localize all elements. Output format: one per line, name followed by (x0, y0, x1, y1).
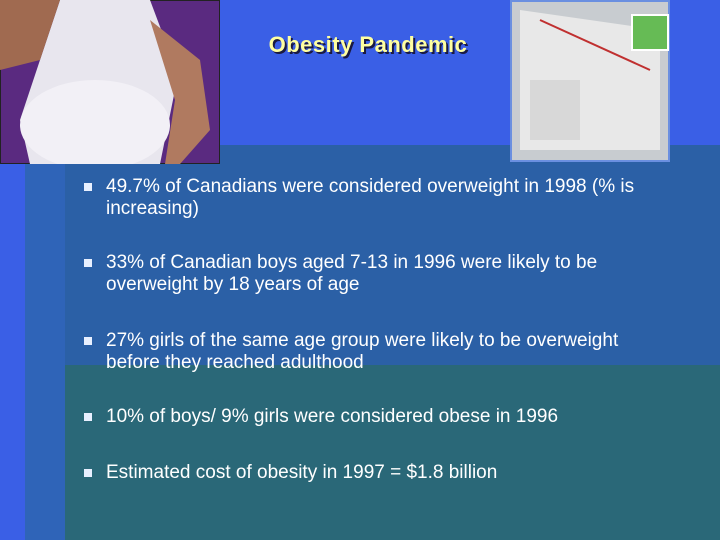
bullet-marker (84, 337, 92, 345)
slide-title: Obesity Pandemic (268, 32, 468, 57)
bullet-marker (84, 183, 92, 191)
bullet-item: Estimated cost of obesity in 1997 = $1.8… (84, 462, 684, 484)
bullet-text: Estimated cost of obesity in 1997 = $1.8… (106, 462, 498, 483)
bullet-item: 27% girls of the same age group were lik… (84, 330, 684, 374)
bullet-text: 33% of Canadian boys aged 7-13 in 1996 w… (106, 252, 598, 295)
photo-person (0, 0, 220, 164)
bullet-item: 49.7% of Canadians were considered overw… (84, 176, 684, 220)
bullet-text: 10% of boys/ 9% girls were considered ob… (106, 406, 559, 427)
photo-scale (510, 0, 670, 162)
bullet-item: 33% of Canadian boys aged 7-13 in 1996 w… (84, 252, 684, 296)
bullet-item: 10% of boys/ 9% girls were considered ob… (84, 406, 684, 428)
bullet-text: 49.7% of Canadians were considered overw… (106, 176, 635, 219)
bullet-text: 27% girls of the same age group were lik… (106, 330, 619, 373)
bullet-marker (84, 413, 92, 421)
bullet-marker (84, 259, 92, 267)
background-panel (65, 365, 720, 540)
background-panel (65, 145, 720, 365)
bullet-marker (84, 469, 92, 477)
